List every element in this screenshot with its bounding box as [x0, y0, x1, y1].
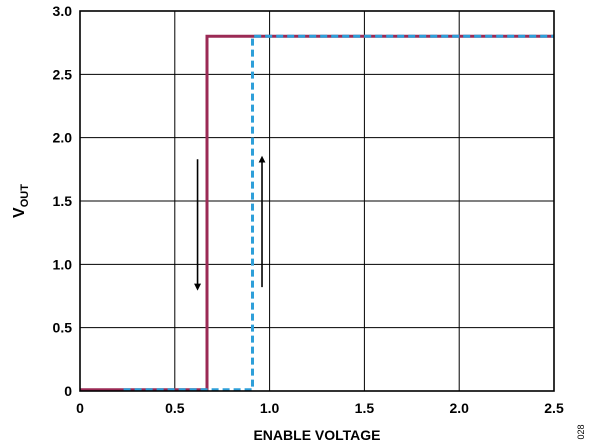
- x-tick-label: 1.0: [260, 400, 280, 416]
- grid-lines: [79, 10, 555, 392]
- x-axis-tick-labels: 0 0.5 1.0 1.5 2.0 2.5: [76, 400, 564, 416]
- x-axis-label: ENABLE VOLTAGE: [253, 427, 380, 443]
- x-tick-label: 0: [76, 400, 84, 416]
- y-tick-label: 2.5: [53, 66, 73, 82]
- y-axis-label-main: V: [11, 207, 28, 218]
- solid-series-line: [80, 34, 554, 392]
- y-tick-label: 1.0: [53, 256, 73, 272]
- y-tick-label: 0.5: [53, 320, 73, 336]
- x-tick-label: 1.5: [355, 400, 375, 416]
- y-tick-label: 3.0: [53, 3, 73, 19]
- y-axis-label: VOUT: [11, 184, 31, 218]
- y-tick-label: 1.5: [53, 193, 73, 209]
- y-tick-label: 0: [64, 383, 72, 399]
- x-tick-label: 0.5: [165, 400, 185, 416]
- annotation-arrows: [194, 155, 266, 291]
- x-tick-label: 2.0: [449, 400, 469, 416]
- y-tick-label: 2.0: [53, 130, 73, 146]
- data-series: [80, 34, 554, 392]
- y-axis-tick-labels: 0 0.5 1.0 1.5 2.0 2.5 3.0: [53, 3, 73, 399]
- y-axis-label-subscript: OUT: [19, 184, 31, 208]
- plot-area-frame: [79, 10, 555, 392]
- figure-id: 028: [576, 424, 586, 439]
- dashed-series-line: [123, 34, 554, 392]
- x-tick-label: 2.5: [544, 400, 564, 416]
